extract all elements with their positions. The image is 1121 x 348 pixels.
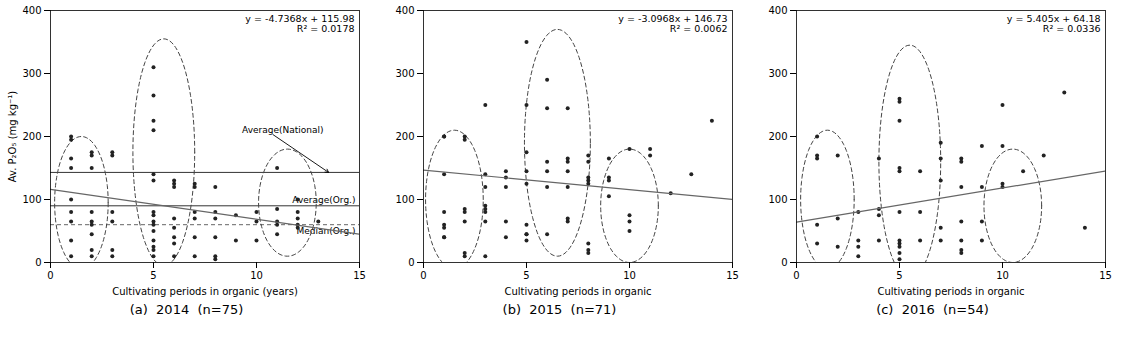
svg-text:y = 5.405x + 64.18R² = 0.0336: y = 5.405x + 64.18R² = 0.0336 (1007, 13, 1101, 34)
svg-text:5: 5 (150, 270, 156, 281)
svg-text:Av. P₂O₅ (mg kg⁻¹): Av. P₂O₅ (mg kg⁻¹) (7, 91, 18, 182)
svg-text:200: 200 (768, 131, 787, 142)
svg-text:Cultivating periods in organic: Cultivating periods in organic (years) (112, 286, 298, 297)
svg-text:5: 5 (896, 270, 902, 281)
svg-text:400: 400 (395, 5, 414, 16)
svg-text:100: 100 (768, 194, 787, 205)
svg-text:300: 300 (395, 68, 414, 79)
svg-text:200: 200 (22, 131, 41, 142)
svg-text:200: 200 (395, 131, 414, 142)
svg-text:0: 0 (420, 270, 426, 281)
html-text:(a) 2014 (n=75): (a) 2014 (n=75) (129, 302, 244, 317)
svg-text:100: 100 (22, 194, 41, 205)
svg-text:0: 0 (793, 270, 799, 281)
svg-text:15: 15 (726, 270, 739, 281)
svg-text:10: 10 (250, 270, 263, 281)
svg-text:10: 10 (996, 270, 1009, 281)
svg-text:10: 10 (623, 270, 636, 281)
svg-text:300: 300 (22, 68, 41, 79)
svg-text:5: 5 (523, 270, 529, 281)
svg-text:y = -4.7368x + 115.98R² = 0.01: y = -4.7368x + 115.98R² = 0.0178 (245, 13, 354, 34)
svg-text:0: 0 (781, 257, 787, 268)
svg-text:300: 300 (768, 68, 787, 79)
svg-text:0: 0 (408, 257, 414, 268)
svg-text:0: 0 (35, 257, 41, 268)
svg-text:Cultivating periods in organic: Cultivating periods in organic (504, 286, 651, 297)
svg-text:Median(Org.): Median(Org.) (297, 226, 356, 236)
svg-text:15: 15 (353, 270, 366, 281)
svg-text:y = -3.0968x + 146.73R² = 0.00: y = -3.0968x + 146.73R² = 0.0062 (618, 13, 727, 34)
svg-text:Cultivating periods in organic: Cultivating periods in organic (877, 286, 1024, 297)
svg-text:0: 0 (47, 270, 53, 281)
svg-text:Average(Org.): Average(Org.) (292, 195, 355, 205)
svg-text:400: 400 (768, 5, 787, 16)
svg-text:Average(National): Average(National) (242, 125, 323, 135)
svg-text:100: 100 (395, 194, 414, 205)
svg-text:15: 15 (1099, 270, 1112, 281)
html-text:(b) 2015 (n=71): (b) 2015 (n=71) (502, 302, 617, 317)
html-text:(c) 2016 (n=54): (c) 2016 (n=54) (876, 302, 989, 317)
svg-text:400: 400 (22, 5, 41, 16)
